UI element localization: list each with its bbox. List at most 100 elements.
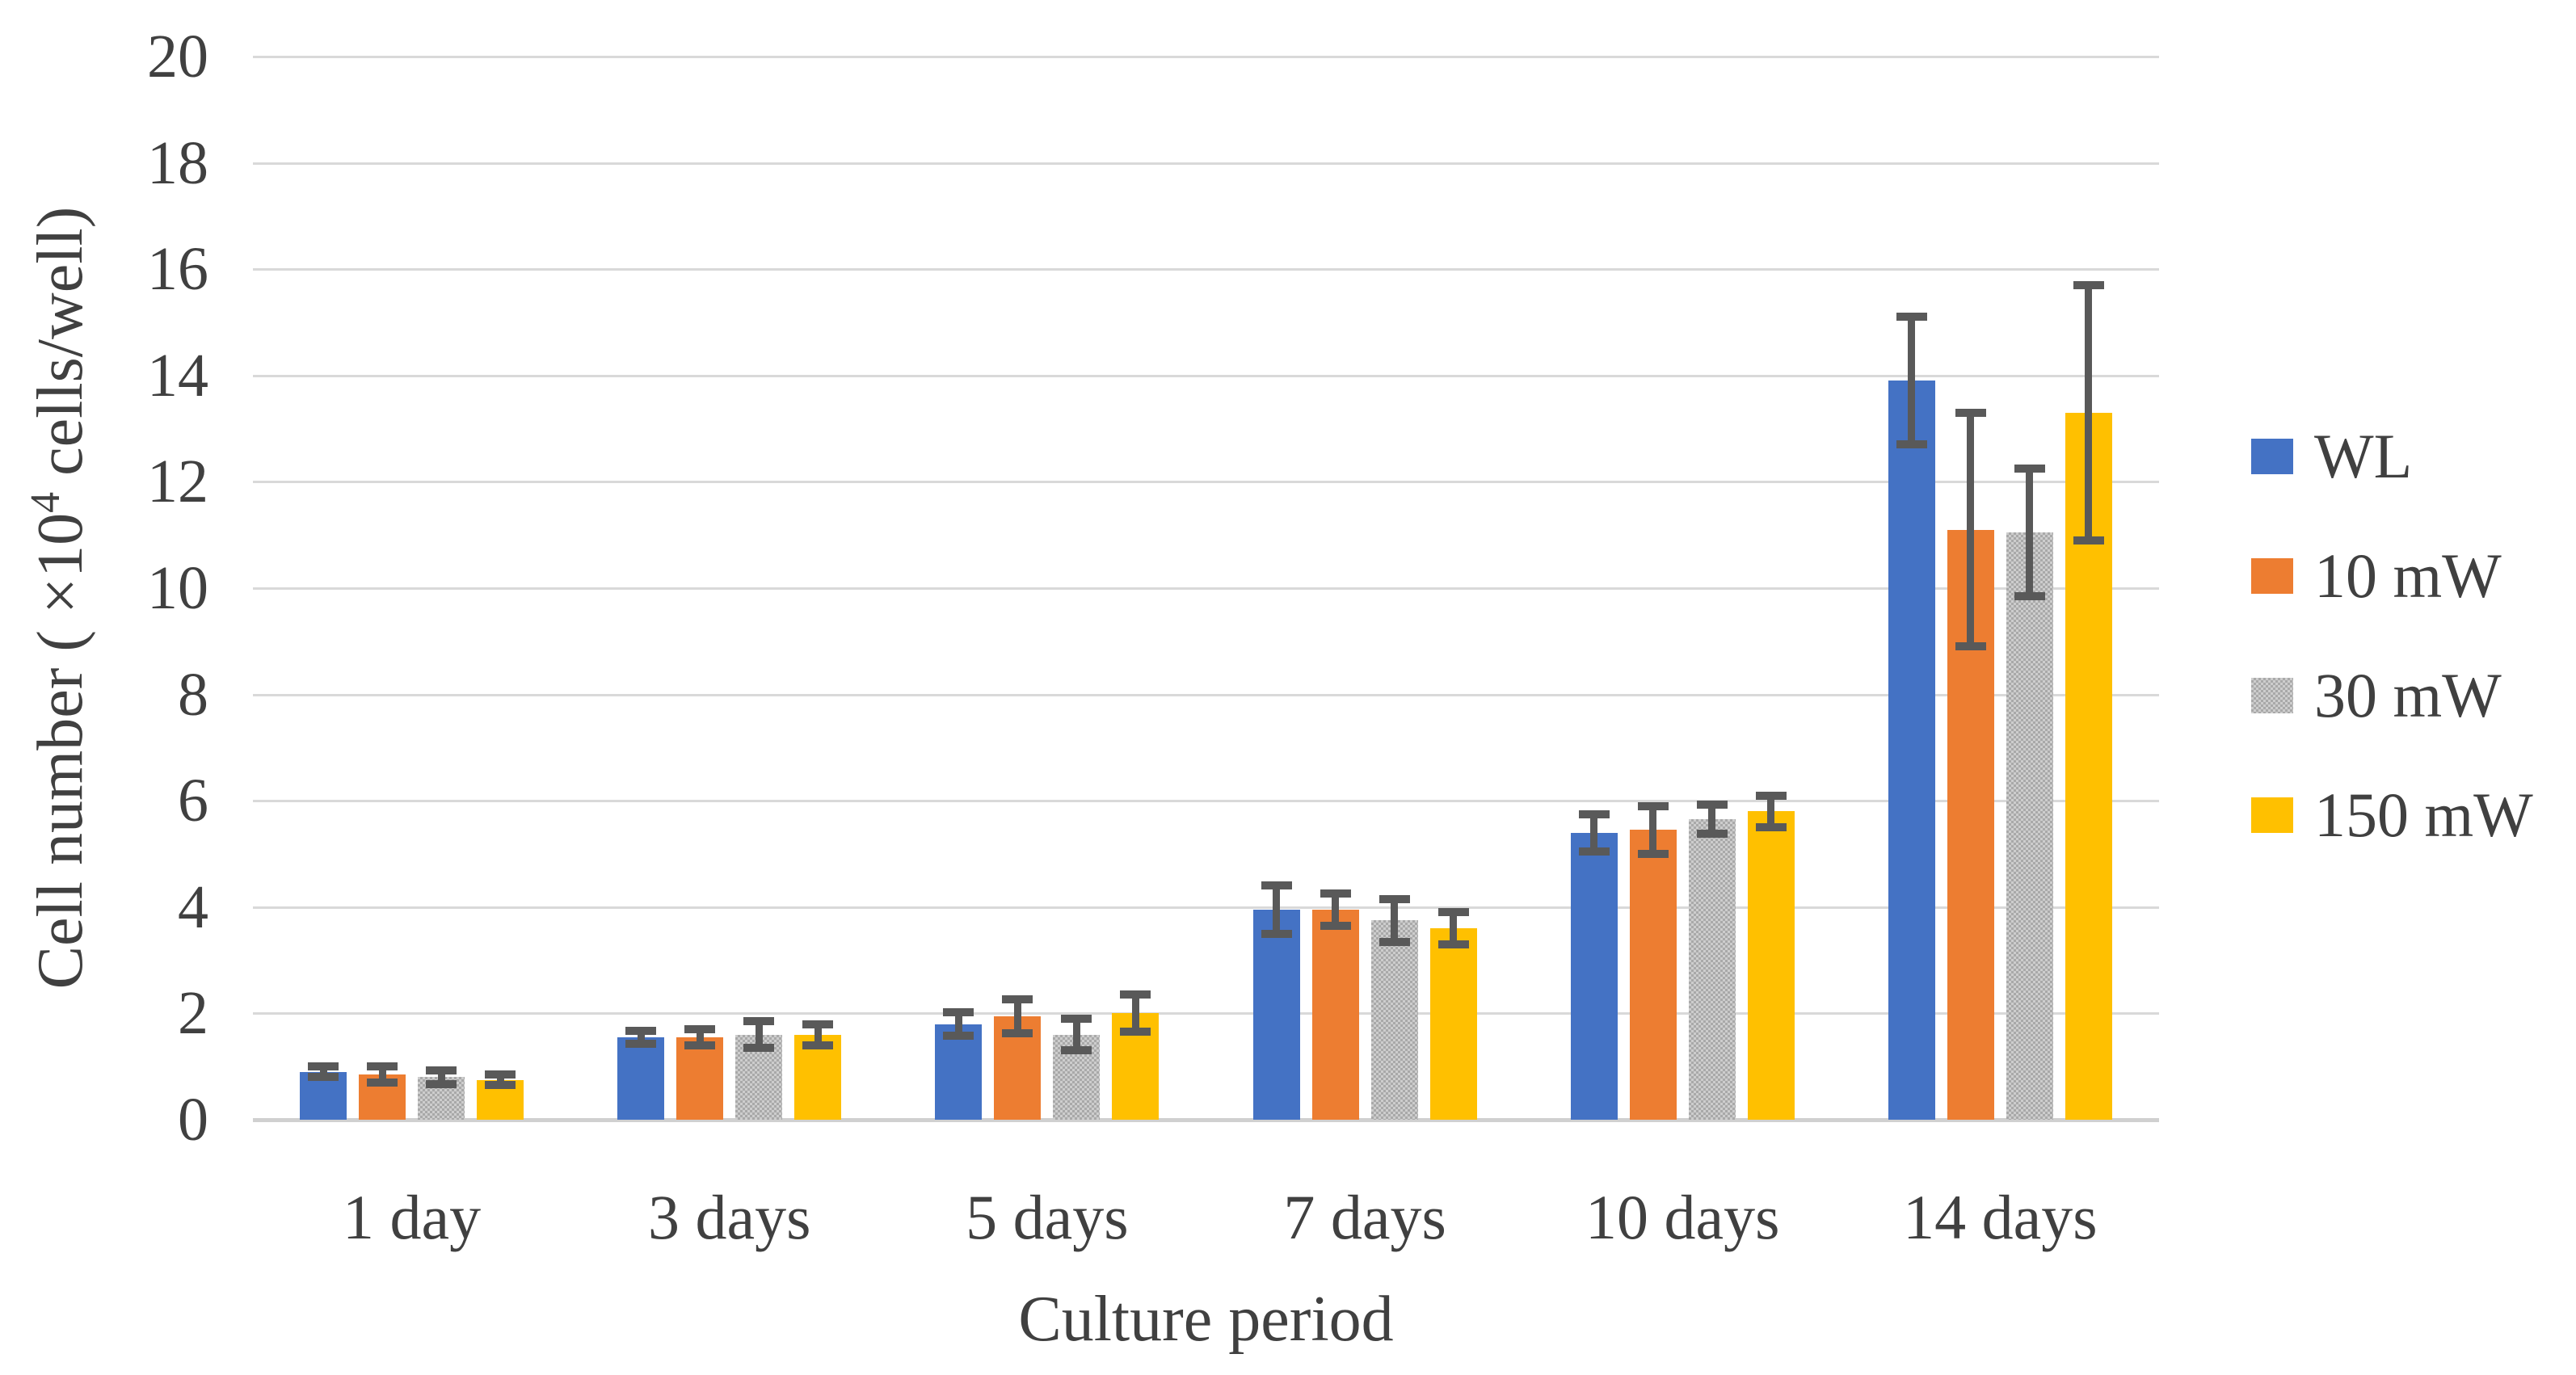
- gridline-16: [253, 268, 2159, 271]
- error-bar-cap-top-wl-5-days: [943, 1008, 974, 1017]
- legend-label-wl: WL: [2314, 421, 2413, 491]
- error-bar-cap-top-10-mw-5-days: [1002, 994, 1033, 1003]
- error-bar-cap-top-30-mw-10-days: [1696, 801, 1728, 809]
- gridline-14: [253, 374, 2159, 377]
- y-tick-label-8: 8: [178, 660, 208, 729]
- error-bar-150-mw-10-days: [1767, 795, 1775, 828]
- bar-wl-5-days: [935, 1024, 983, 1120]
- bar-wl-7-days: [1252, 910, 1300, 1120]
- error-bar-150-mw-1-day: [496, 1074, 504, 1086]
- legend-label-150-mw: 150 mW: [2314, 780, 2533, 850]
- error-bar-30-mw-7-days: [1391, 898, 1399, 942]
- legend-item-wl: WL: [2251, 420, 2412, 493]
- x-axis-label-7-days: 7 days: [1283, 1182, 1446, 1252]
- error-bar-cap-top-150-mw-1-day: [485, 1070, 516, 1079]
- x-axis-title: Culture period: [1018, 1284, 1394, 1355]
- error-bar-30-mw-1-day: [437, 1070, 445, 1084]
- error-bar-cap-bottom-150-mw-1-day: [485, 1081, 516, 1090]
- error-bar-cap-bottom-150-mw-7-days: [1437, 940, 1469, 948]
- gridline-20: [253, 56, 2159, 58]
- gridline-8: [253, 693, 2159, 696]
- error-bar-10-mw-3-days: [696, 1029, 704, 1045]
- error-bar-cap-bottom-30-mw-1-day: [426, 1079, 457, 1088]
- error-bar-wl-5-days: [954, 1012, 962, 1037]
- error-bar-cap-top-wl-7-days: [1261, 881, 1292, 890]
- error-bar-cap-top-wl-3-days: [625, 1027, 657, 1036]
- error-bar-150-mw-14-days: [2085, 284, 2093, 540]
- error-bar-30-mw-5-days: [1072, 1018, 1080, 1051]
- error-bar-10-mw-5-days: [1013, 999, 1021, 1033]
- error-bar-cap-top-30-mw-3-days: [743, 1017, 775, 1026]
- error-bar-cap-top-30-mw-7-days: [1378, 894, 1410, 903]
- y-tick-label-12: 12: [147, 448, 208, 516]
- error-bar-10-mw-14-days: [1967, 412, 1975, 647]
- error-bar-150-mw-5-days: [1131, 994, 1139, 1032]
- gridline-12: [253, 481, 2159, 484]
- legend-label-30-mw: 30 mW: [2314, 660, 2502, 730]
- error-bar-cap-bottom-10-mw-14-days: [1955, 642, 1986, 651]
- y-tick-label-18: 18: [147, 128, 208, 197]
- legend-item-10-mw: 10 mW: [2251, 540, 2502, 612]
- error-bar-wl-1-day: [319, 1066, 327, 1078]
- error-bar-30-mw-3-days: [755, 1021, 763, 1049]
- error-bar-cap-bottom-wl-7-days: [1261, 929, 1292, 938]
- y-tick-label-14: 14: [147, 341, 208, 410]
- error-bar-cap-bottom-30-mw-7-days: [1378, 937, 1410, 946]
- bar-wl-14-days: [1888, 381, 1935, 1120]
- x-axis-label-5-days: 5 days: [966, 1182, 1129, 1252]
- error-bar-cap-top-150-mw-3-days: [802, 1020, 834, 1028]
- error-bar-cap-top-150-mw-14-days: [2073, 280, 2104, 289]
- gridline-2: [253, 1012, 2159, 1015]
- error-bar-30-mw-10-days: [1708, 805, 1716, 834]
- error-bar-cap-bottom-10-mw-1-day: [367, 1078, 398, 1087]
- error-bar-cap-bottom-150-mw-10-days: [1755, 823, 1787, 832]
- error-bar-cap-bottom-30-mw-3-days: [743, 1044, 775, 1053]
- bar-30-mw-7-days: [1370, 920, 1418, 1120]
- error-bar-cap-top-wl-10-days: [1578, 809, 1610, 818]
- legend-label-10-mw: 10 mW: [2314, 540, 2502, 611]
- error-bar-cap-bottom-150-mw-14-days: [2073, 536, 2104, 545]
- error-bar-cap-top-wl-1-day: [308, 1062, 339, 1071]
- error-bar-cap-top-10-mw-10-days: [1637, 801, 1669, 810]
- error-bar-cap-bottom-10-mw-5-days: [1002, 1028, 1033, 1037]
- y-tick-label-2: 2: [178, 979, 208, 1048]
- legend-swatch-30-mw: [2251, 678, 2293, 713]
- legend-item-150-mw: 150 mW: [2251, 779, 2533, 851]
- error-bar-cap-bottom-wl-14-days: [1896, 440, 1927, 449]
- error-bar-cap-bottom-30-mw-14-days: [2014, 591, 2045, 600]
- error-bar-wl-10-days: [1590, 814, 1598, 851]
- error-bar-cap-bottom-10-mw-3-days: [684, 1041, 716, 1049]
- error-bar-cap-top-150-mw-7-days: [1437, 908, 1469, 917]
- error-bar-cap-bottom-wl-10-days: [1578, 847, 1610, 856]
- bar-wl-10-days: [1570, 832, 1618, 1120]
- y-tick-label-0: 0: [178, 1086, 208, 1154]
- bar-10-mw-7-days: [1311, 910, 1359, 1120]
- error-bar-cap-top-30-mw-5-days: [1061, 1014, 1092, 1023]
- error-bar-cap-top-10-mw-1-day: [367, 1062, 398, 1071]
- gridline-18: [253, 162, 2159, 165]
- legend-swatch-wl: [2251, 439, 2293, 474]
- error-bar-cap-top-150-mw-5-days: [1120, 990, 1151, 999]
- error-bar-cap-bottom-wl-1-day: [308, 1073, 339, 1082]
- y-tick-label-20: 20: [147, 23, 208, 90]
- y-axis-title-superscript: 4: [23, 491, 69, 513]
- x-axis-label-3-days: 3 days: [648, 1182, 811, 1252]
- y-tick-label-6: 6: [178, 767, 208, 835]
- error-bar-10-mw-7-days: [1332, 894, 1340, 926]
- y-tick-label-16: 16: [147, 235, 208, 304]
- error-bar-cap-bottom-150-mw-5-days: [1120, 1028, 1151, 1037]
- error-bar-cap-top-30-mw-14-days: [2014, 464, 2045, 473]
- x-axis-line: [253, 1118, 2159, 1122]
- error-bar-cap-bottom-10-mw-7-days: [1320, 921, 1351, 930]
- x-axis-label-1-day: 1 day: [343, 1182, 482, 1252]
- bar-30-mw-14-days: [2006, 532, 2053, 1120]
- error-bar-cap-top-10-mw-3-days: [684, 1025, 716, 1034]
- error-bar-150-mw-7-days: [1450, 912, 1458, 944]
- error-bar-cap-bottom-30-mw-5-days: [1061, 1046, 1092, 1055]
- error-bar-cap-top-10-mw-7-days: [1320, 889, 1351, 898]
- error-bar-cap-top-wl-14-days: [1896, 313, 1927, 322]
- bar-10-mw-3-days: [676, 1037, 724, 1120]
- error-bar-wl-14-days: [1908, 317, 1916, 445]
- error-bar-wl-3-days: [637, 1031, 645, 1044]
- y-tick-label-4: 4: [178, 873, 208, 941]
